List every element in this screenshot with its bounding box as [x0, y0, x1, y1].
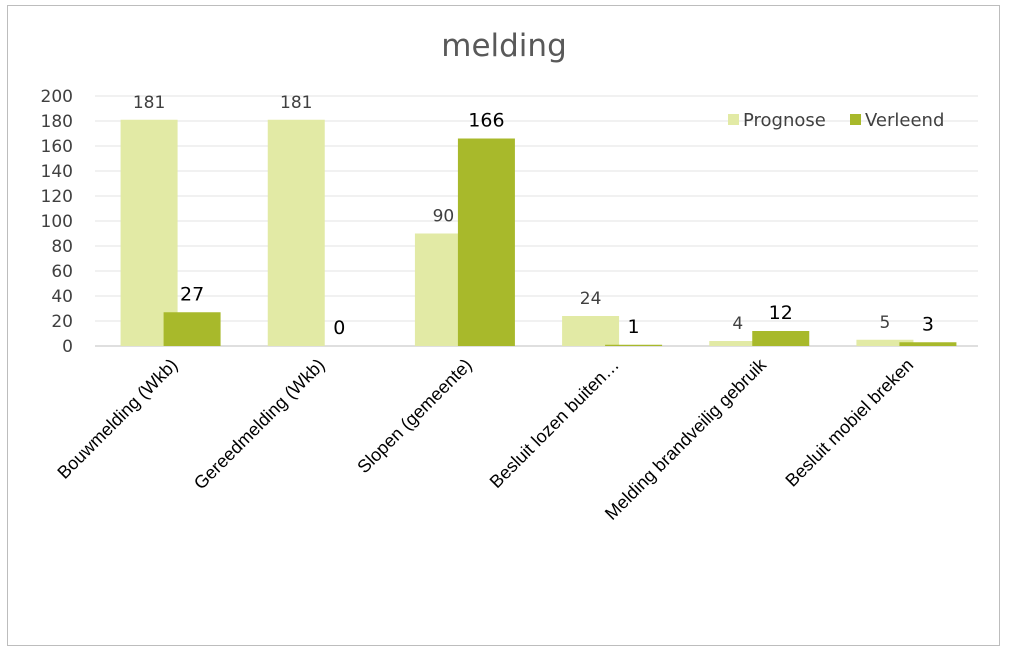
data-label-prognose: 5 — [880, 313, 891, 333]
bar-prognose — [709, 341, 767, 346]
chart-frame — [7, 5, 1000, 646]
y-tick-label: 140 — [41, 162, 73, 182]
x-tick-label: Besluit lozen buiten… — [486, 355, 623, 492]
bar-verleend — [605, 344, 663, 346]
bar-verleend — [899, 342, 957, 346]
data-label-prognose: 181 — [280, 93, 312, 113]
data-label-verleend: 1 — [628, 316, 640, 338]
x-tick-label: Slopen (gemeente) — [353, 355, 475, 477]
y-tick-label: 200 — [41, 87, 73, 107]
data-label-prognose: 181 — [133, 93, 165, 113]
data-label-prognose: 24 — [580, 289, 602, 309]
data-label-verleend: 12 — [769, 302, 793, 324]
bar-prognose — [267, 119, 325, 346]
y-tick-label: 20 — [51, 312, 73, 332]
data-label-verleend: 166 — [468, 110, 504, 132]
y-tick-label: 0 — [62, 337, 73, 357]
data-label-verleend: 0 — [333, 317, 345, 339]
y-tick-label: 100 — [41, 212, 73, 232]
legend-swatch-prognose — [728, 114, 739, 125]
bar-prognose — [562, 316, 620, 346]
data-label-verleend: 3 — [922, 313, 934, 335]
bar-prognose — [856, 339, 914, 346]
bar-verleend — [163, 312, 221, 346]
y-tick-label: 60 — [51, 262, 73, 282]
bar-verleend — [752, 331, 810, 346]
data-label-verleend: 27 — [180, 283, 204, 305]
legend-label-prognose: Prognose — [743, 110, 826, 131]
data-label-prognose: 4 — [732, 314, 743, 334]
data-label-prognose: 90 — [433, 207, 455, 227]
legend-swatch-verleend — [850, 114, 861, 125]
y-tick-label: 120 — [41, 187, 73, 207]
x-tick-label: Bouwmelding (Wkb) — [53, 355, 181, 483]
bar-verleend — [457, 138, 515, 346]
x-tick-label: Gereedmelding (Wkb) — [190, 355, 329, 494]
legend-label-verleend: Verleend — [865, 110, 944, 131]
y-tick-label: 180 — [41, 112, 73, 132]
x-tick-label: Besluit mobiel breken — [781, 355, 917, 491]
y-tick-label: 160 — [41, 137, 73, 157]
bar-prognose — [120, 119, 178, 346]
chart-title: melding — [441, 28, 567, 64]
x-tick-label: Melding brandveilig gebruik — [601, 354, 771, 524]
y-tick-label: 40 — [51, 287, 73, 307]
y-tick-label: 80 — [51, 237, 73, 257]
